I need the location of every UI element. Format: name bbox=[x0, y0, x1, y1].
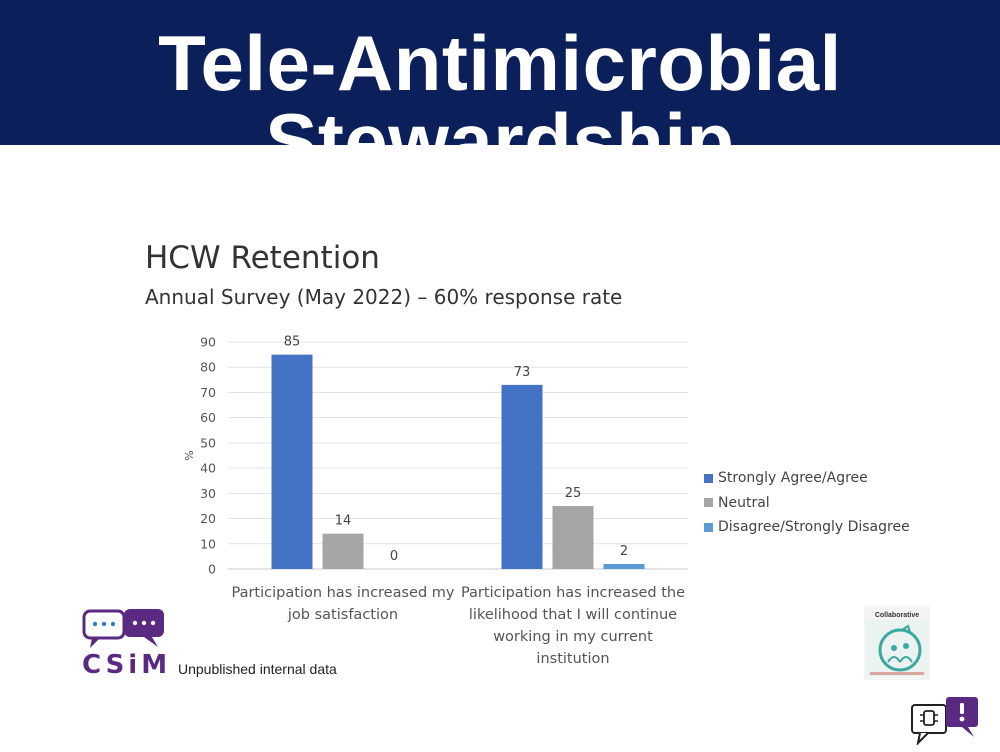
y-tick-label: 60 bbox=[200, 410, 216, 425]
data-label: 73 bbox=[514, 365, 531, 380]
x-tick-label-line: Participation has increased my bbox=[231, 585, 455, 601]
x-tick-label: Participation has increased the likelihoo… bbox=[458, 582, 688, 670]
y-tick-label: 90 bbox=[200, 335, 216, 350]
bar bbox=[552, 505, 594, 569]
chat-alert-icon bbox=[911, 697, 978, 745]
x-tick-label-line: likelihood that I will continue bbox=[468, 607, 678, 623]
x-tick-label: Participation has increased my job satisf… bbox=[228, 582, 458, 626]
y-tick-label: 80 bbox=[200, 360, 216, 375]
data-label: 14 bbox=[335, 514, 352, 529]
x-tick-label-line: Participation has increased the bbox=[460, 585, 686, 601]
x-tick-label-line: working in my current bbox=[493, 629, 653, 645]
legend-swatch bbox=[704, 522, 713, 532]
chat-bubbles-logo-icon bbox=[82, 609, 164, 648]
legend-label: Strongly Agree/Agree bbox=[718, 470, 868, 487]
y-tick-label: 0 bbox=[208, 562, 216, 577]
badge-title: Collaborative bbox=[874, 612, 920, 619]
y-tick-label: 50 bbox=[200, 435, 216, 450]
legend-label: Disagree/Strongly Disagree bbox=[718, 519, 910, 536]
data-label: 25 bbox=[565, 486, 582, 501]
legend-item: Disagree/Strongly Disagree bbox=[704, 515, 910, 540]
y-tick-label: 40 bbox=[200, 461, 216, 476]
data-label: 0 bbox=[390, 549, 398, 564]
legend-label: Neutral bbox=[718, 494, 770, 511]
collaborative-badge-icon bbox=[866, 620, 928, 676]
y-tick-label: 20 bbox=[200, 511, 216, 526]
bar bbox=[271, 354, 313, 569]
collaborative-badge: Collaborative bbox=[864, 606, 930, 680]
bar bbox=[501, 384, 543, 569]
legend-item: Strongly Agree/Agree bbox=[704, 466, 910, 491]
y-axis-label: % bbox=[183, 450, 196, 460]
y-tick-label: 70 bbox=[200, 385, 216, 400]
x-tick-label-line: job satisfaction bbox=[287, 607, 399, 623]
chart-title: HCW Retention bbox=[145, 240, 380, 276]
x-tick-label-line: institution bbox=[536, 651, 610, 667]
chart-legend: Strongly Agree/Agree Neutral Disagree/Stro… bbox=[704, 466, 910, 540]
legend-item: Neutral bbox=[704, 491, 910, 516]
chart-subtitle: Annual Survey (May 2022) – 60% response … bbox=[145, 285, 623, 309]
slide-title: Tele-Antimicrobial Stewardship bbox=[158, 19, 842, 185]
legend-swatch bbox=[704, 473, 713, 483]
source-note: Unpublished internal data bbox=[178, 661, 337, 677]
legend-swatch bbox=[704, 498, 713, 508]
bar bbox=[603, 563, 645, 569]
y-tick-label: 10 bbox=[200, 536, 216, 551]
data-label: 2 bbox=[620, 544, 628, 559]
y-tick-label: 30 bbox=[200, 486, 216, 501]
title-banner: Tele-Antimicrobial Stewardship bbox=[0, 0, 1000, 180]
bar bbox=[322, 533, 364, 569]
logo-wordmark: CSiM bbox=[82, 650, 172, 680]
data-label: 85 bbox=[284, 335, 301, 350]
